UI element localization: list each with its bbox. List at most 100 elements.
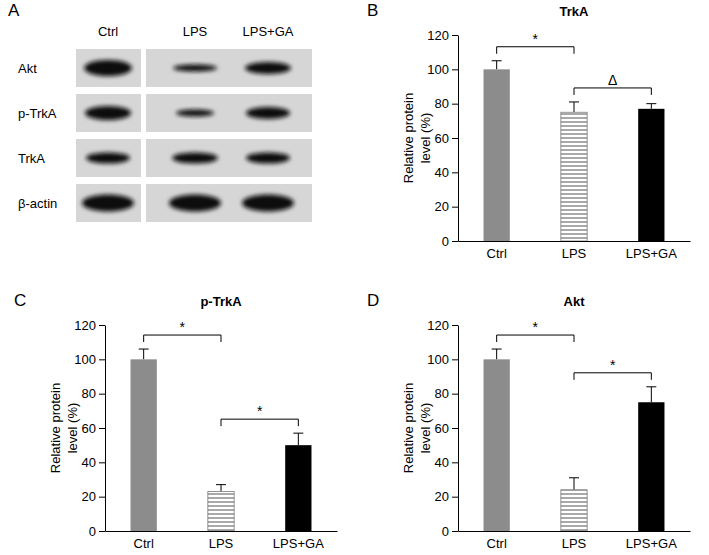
significance-label: * <box>180 319 186 335</box>
tick-mark <box>452 325 458 326</box>
tick: 60 <box>435 131 458 146</box>
error-bar <box>569 478 579 490</box>
y-axis: 020406080100120 <box>74 318 105 539</box>
tick: 80 <box>435 96 458 111</box>
blot-band <box>176 110 214 117</box>
tick: 120 <box>74 318 105 333</box>
tick: LPS+GA <box>626 531 677 551</box>
blot-band <box>82 195 134 212</box>
blot-strip <box>146 49 312 87</box>
tick: 100 <box>74 352 105 367</box>
tick-label: LPS+GA <box>273 536 324 551</box>
significance-bracket <box>574 88 651 95</box>
bar <box>638 402 664 531</box>
tick-label: 100 <box>427 62 449 77</box>
panel-label: B <box>367 1 378 20</box>
row-label: β-actin <box>18 196 57 211</box>
y-axis: 020406080100120 <box>427 28 458 249</box>
blot-band <box>173 65 217 72</box>
tick-label: 80 <box>82 386 96 401</box>
tick-mark <box>452 394 458 395</box>
tick-label: 120 <box>427 318 449 333</box>
bar <box>561 490 587 531</box>
x-axis: Ctrl LPS LPS+GA <box>459 531 691 551</box>
tick: LPS <box>562 241 587 261</box>
tick-mark <box>452 69 458 70</box>
significance-bracket <box>221 419 298 426</box>
tick: 80 <box>435 386 458 401</box>
axis-title: Relative proteinlevel (%) <box>48 383 80 473</box>
significance-label: * <box>533 319 539 335</box>
blot-strip <box>76 184 141 222</box>
plot-area <box>484 349 665 531</box>
panel-label: C <box>14 291 26 310</box>
tick: 20 <box>435 489 458 504</box>
tick: 60 <box>435 421 458 436</box>
tick: 80 <box>82 386 105 401</box>
tick: LPS+GA <box>626 241 677 261</box>
plot-area <box>484 61 665 241</box>
tick-label: 60 <box>82 421 96 436</box>
panel-label: A <box>8 1 20 20</box>
lane-label: LPS+GA <box>243 24 294 39</box>
blot-strip <box>76 94 141 132</box>
error-bar <box>293 433 303 445</box>
tick: 20 <box>82 489 105 504</box>
tick-label: Ctrl <box>134 536 154 551</box>
tick: 20 <box>435 199 458 214</box>
tick-mark <box>452 428 458 429</box>
tick-label: 20 <box>435 199 449 214</box>
tick-label: 100 <box>427 352 449 367</box>
tick-mark <box>452 359 458 360</box>
tick-mark <box>99 531 105 532</box>
bar <box>561 112 587 241</box>
tick-mark <box>452 462 458 463</box>
error-bar <box>646 387 656 402</box>
blot-band <box>246 153 290 164</box>
lane-label: LPS <box>183 24 208 39</box>
tick: 100 <box>427 352 458 367</box>
tick-label: 60 <box>435 421 449 436</box>
tick-label: 80 <box>435 386 449 401</box>
blot-band <box>85 106 131 120</box>
tick: Ctrl <box>487 531 507 551</box>
blot-strip <box>76 49 141 87</box>
error-bar <box>492 61 502 70</box>
tick: 0 <box>89 524 105 539</box>
x-axis: Ctrl LPS LPS+GA <box>459 241 691 261</box>
blot-strip <box>76 139 141 177</box>
chart-title: p-TrkA <box>200 294 242 309</box>
error-bar <box>492 349 502 359</box>
bar <box>208 492 234 531</box>
bar <box>484 69 510 241</box>
chart-title: TrkA <box>560 4 590 19</box>
axis-title: Relative proteinlevel (%) <box>401 383 433 473</box>
chart-title: Akt <box>564 294 586 309</box>
tick-label: Ctrl <box>487 536 507 551</box>
tick-label: 120 <box>74 318 96 333</box>
blot-strip <box>146 184 312 222</box>
tick-mark <box>452 531 458 532</box>
blot-band <box>86 153 130 164</box>
tick-label: 0 <box>442 234 449 249</box>
error-bar <box>139 349 149 359</box>
axis-line <box>106 531 338 532</box>
tick-mark <box>99 325 105 326</box>
significance-label: * <box>257 403 263 419</box>
bar <box>484 359 510 531</box>
tick-label: LPS <box>562 536 587 551</box>
tick-label: 0 <box>442 524 449 539</box>
tick: 40 <box>435 455 458 470</box>
tick: Ctrl <box>487 241 507 261</box>
tick-label: 0 <box>89 524 96 539</box>
tick: Ctrl <box>134 531 154 551</box>
blot-band <box>84 60 132 76</box>
significance-bracket <box>497 47 574 54</box>
tick: 0 <box>442 234 458 249</box>
axis-line <box>459 241 691 242</box>
tick-mark <box>452 207 458 208</box>
tick: 120 <box>427 28 458 43</box>
tick-mark <box>452 241 458 242</box>
blot-band <box>169 195 221 212</box>
tick-label: 100 <box>74 352 96 367</box>
